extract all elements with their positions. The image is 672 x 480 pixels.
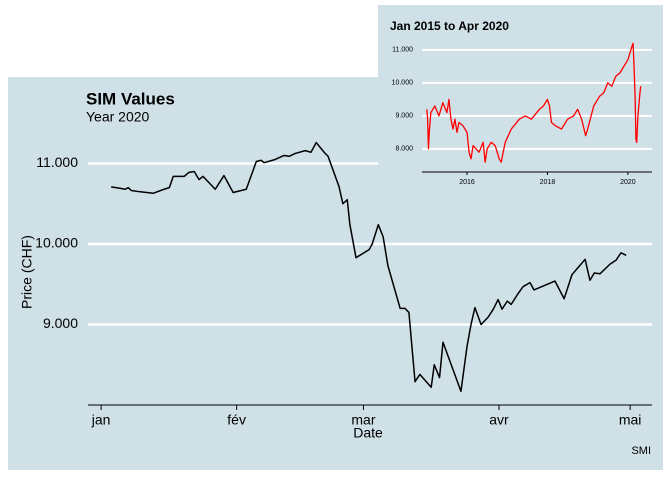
x-tick-label: mai — [619, 412, 642, 428]
x-tick-label: mar — [351, 412, 375, 428]
data-line — [111, 141, 627, 393]
x-tick-label: 2018 — [540, 179, 556, 186]
y-tick-label: 9.000 — [43, 315, 78, 331]
y-tick-label: 11.000 — [392, 47, 413, 54]
y-tick-label: 10.000 — [35, 235, 78, 251]
x-axis-label: Date — [353, 425, 383, 441]
data-line — [426, 42, 642, 163]
y-tick-label: 11.000 — [36, 154, 78, 170]
inset-title: Jan 2015 to Apr 2020 — [390, 19, 509, 33]
inset-panel — [378, 5, 663, 185]
x-tick-label: 2020 — [620, 179, 636, 186]
x-tick-label: 2016 — [459, 179, 475, 186]
y-tick-label: 8.000 — [395, 146, 413, 153]
x-tick-label: jan — [91, 412, 111, 428]
y-tick-label: 9.000 — [395, 113, 413, 120]
y-axis-label: Price (CHF) — [19, 235, 35, 309]
y-tick-label: 10.000 — [392, 80, 414, 87]
chart-subtitle: Year 2020 — [86, 109, 150, 125]
x-tick-label: avr — [489, 412, 509, 428]
main-chart: 9.000 10.000 11.000 jan fév mar avr mai — [35, 141, 652, 428]
chart-title: SIM Values — [86, 89, 175, 108]
inset-chart: 8.000 9.000 10.000 11.000 2016 2018 2020 — [392, 42, 652, 186]
x-tick-label: fév — [227, 412, 246, 428]
caption: SMI — [631, 445, 651, 457]
